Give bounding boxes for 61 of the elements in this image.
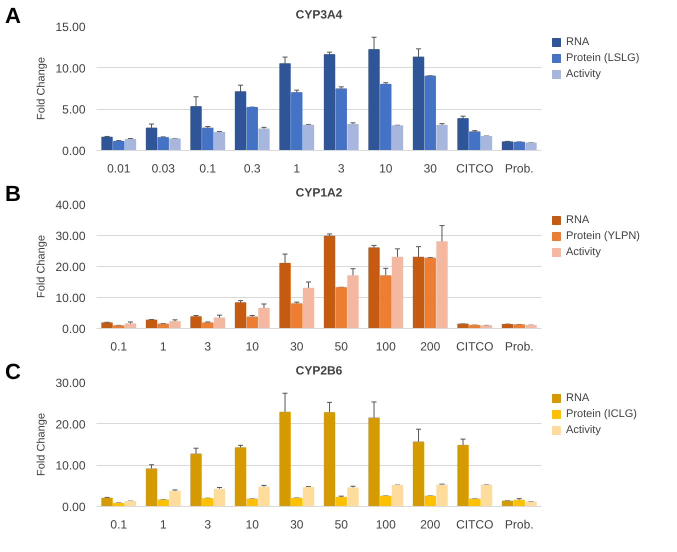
x-tick-label: Prob. (504, 162, 534, 176)
x-tick-label: 100 (376, 340, 396, 354)
x-tick-label: 0.1 (199, 162, 216, 176)
text: A (5, 2, 21, 30)
chart-title: CYP1A2 (296, 186, 343, 200)
x-tick-label: 1 (293, 162, 300, 176)
y-tick-label: 30.00 (55, 376, 86, 390)
x-tick-label: 30 (290, 340, 304, 354)
y-axis-title: Fold Change (35, 56, 48, 120)
x-tick-label: 0.1 (110, 340, 128, 354)
x-tick-label: 0.3 (244, 162, 261, 176)
x-tick-label: 0.01 (107, 162, 131, 176)
x-tick-label: 3 (338, 162, 345, 176)
text: C (5, 358, 21, 386)
x-tick-label: CITCO (456, 340, 494, 354)
legend-label: Protein (YLPN) (566, 230, 640, 242)
x-tick-label: 1 (160, 340, 167, 354)
legend-label: RNA (566, 214, 590, 226)
x-tick-label: Prob. (504, 518, 534, 532)
legend-label: Activity (566, 246, 601, 258)
y-tick-label: 5.00 (62, 102, 86, 117)
chart-title: CYP3A4 (296, 8, 343, 22)
y-tick-label: 20.00 (55, 260, 86, 274)
y-tick-label: 0.00 (62, 144, 86, 158)
y-tick-label: 0.00 (62, 500, 86, 514)
y-tick-label: 10.00 (55, 458, 86, 473)
x-tick-label: CITCO (456, 518, 494, 532)
y-axis-title: Fold Change (35, 412, 48, 476)
x-tick-label: 30 (424, 162, 438, 176)
text: B (5, 180, 21, 208)
legend-label: Protein (LSLG) (566, 52, 640, 64)
y-tick-label: 10.00 (55, 61, 86, 76)
legend-label: Activity (566, 68, 601, 80)
x-tick-label: 1 (160, 518, 167, 532)
y-tick-label: 20.00 (55, 417, 86, 432)
legend-label: RNA (566, 36, 590, 48)
y-tick-label: 0.00 (62, 322, 86, 336)
y-tick-label: 15.00 (55, 20, 86, 34)
x-tick-label: 50 (334, 518, 348, 532)
x-tick-label: CITCO (456, 162, 494, 176)
x-tick-label: 0.03 (152, 162, 176, 176)
x-tick-label: 10 (246, 340, 260, 354)
legend-label: Activity (566, 424, 601, 436)
y-tick-label: 10.00 (55, 291, 86, 305)
x-tick-label: 10 (379, 162, 393, 176)
x-tick-label: Prob. (504, 340, 534, 354)
y-axis-title: Fold Change (35, 234, 48, 298)
x-tick-label: 100 (376, 518, 396, 532)
legend-label: RNA (566, 392, 590, 404)
legend-label: Protein (ICLG) (566, 408, 637, 420)
x-tick-label: 200 (420, 518, 441, 532)
x-tick-label: 3 (204, 518, 212, 532)
x-tick-label: 0.1 (110, 518, 128, 532)
y-tick-label: 40.00 (55, 198, 86, 212)
x-tick-label: 3 (204, 340, 212, 354)
y-tick-label: 30.00 (55, 229, 86, 243)
x-tick-label: 30 (290, 518, 304, 532)
chart-title: CYP2B6 (296, 364, 343, 378)
x-tick-label: 10 (246, 518, 260, 532)
x-tick-label: 200 (420, 340, 441, 354)
x-tick-label: 50 (334, 340, 348, 354)
